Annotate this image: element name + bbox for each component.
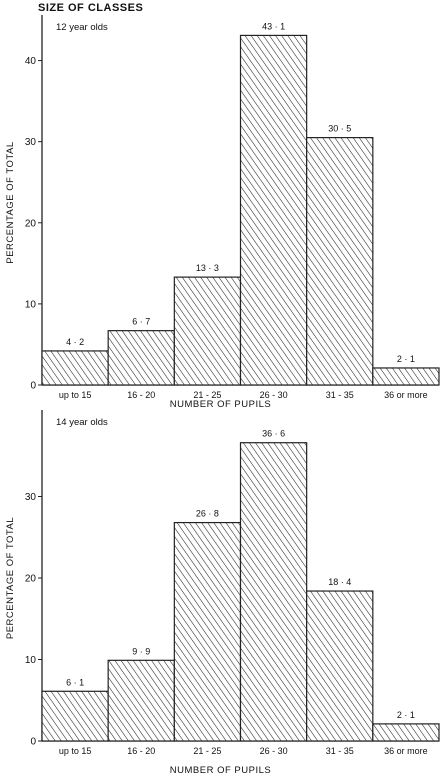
- bar-4: [239, 34, 308, 386]
- y-tick-label: 0: [30, 381, 36, 392]
- bar-value-label: 4 · 2: [66, 337, 84, 347]
- bar-6: [372, 367, 440, 386]
- bar-5: [306, 590, 374, 742]
- y-axis-title: PERCENTAGE OF TOTAL: [5, 517, 16, 639]
- page-title: SIZE OF CLASSES: [38, 2, 144, 14]
- x-tick-label: 31 - 35: [326, 746, 354, 756]
- x-axis-title: NUMBER OF PUPILS: [170, 765, 271, 776]
- x-tick-label: 31 - 35: [326, 390, 354, 400]
- bar-value-label: 36 · 6: [262, 429, 285, 439]
- bar-4: [239, 442, 308, 742]
- y-tick-label: 30: [25, 137, 37, 148]
- y-tick-label: 0: [30, 737, 36, 748]
- bar-6: [372, 723, 440, 742]
- bar-5: [306, 137, 374, 386]
- x-tick-label: 26 - 30: [260, 390, 288, 400]
- bar-value-label: 6 · 7: [132, 317, 150, 327]
- x-tick-label: up to 15: [59, 746, 92, 756]
- panel-label: 14 year olds: [56, 417, 108, 428]
- panel-label: 12 year olds: [56, 22, 108, 33]
- chart-panel-2: 0 10 20 30 6 · 1 up to 15 9 · 9 16 - 20 26 · 8 21…: [5, 410, 440, 776]
- y-tick-label: 10: [25, 655, 37, 666]
- bar-1: [41, 690, 109, 742]
- x-axis-title: NUMBER OF PUPILS: [170, 399, 271, 410]
- x-tick-label: up to 15: [59, 390, 92, 400]
- bar-3: [173, 276, 242, 386]
- x-tick-label: 36 or more: [384, 746, 428, 756]
- bar-2: [107, 659, 175, 742]
- bar-value-label: 13 · 3: [196, 263, 219, 273]
- x-tick-label: 16 - 20: [127, 746, 155, 756]
- x-tick-label: 21 - 25: [193, 390, 221, 400]
- chart-panel-1: 0 10 20 30 40 4 · 2 up to 15 6 · 7 16 - 20 13 · 3…: [5, 15, 440, 410]
- bar-value-label: 26 · 8: [196, 509, 219, 519]
- bar-value-label: 18 · 4: [328, 577, 351, 587]
- bar-value-label: 6 · 1: [66, 677, 84, 687]
- x-tick-label: 26 - 30: [260, 746, 288, 756]
- bar-2: [107, 330, 175, 386]
- bar-value-label: 2 · 1: [397, 710, 415, 720]
- bar-3: [173, 521, 242, 742]
- y-tick-label: 20: [25, 574, 37, 585]
- x-tick-label: 21 - 25: [193, 746, 221, 756]
- bar-value-label: 30 · 5: [328, 124, 351, 134]
- y-tick-label: 20: [25, 218, 37, 229]
- y-tick-label: 40: [25, 56, 37, 67]
- bar-value-label: 43 · 1: [262, 21, 285, 31]
- x-tick-label: 36 or more: [384, 390, 428, 400]
- y-axis-title: PERCENTAGE OF TOTAL: [5, 141, 16, 263]
- y-tick-label: 30: [25, 492, 37, 503]
- x-tick-label: 16 - 20: [127, 390, 155, 400]
- y-tick-label: 10: [25, 299, 37, 310]
- bar-1: [41, 350, 109, 386]
- bar-value-label: 9 · 9: [132, 646, 150, 656]
- bar-value-label: 2 · 1: [397, 354, 415, 364]
